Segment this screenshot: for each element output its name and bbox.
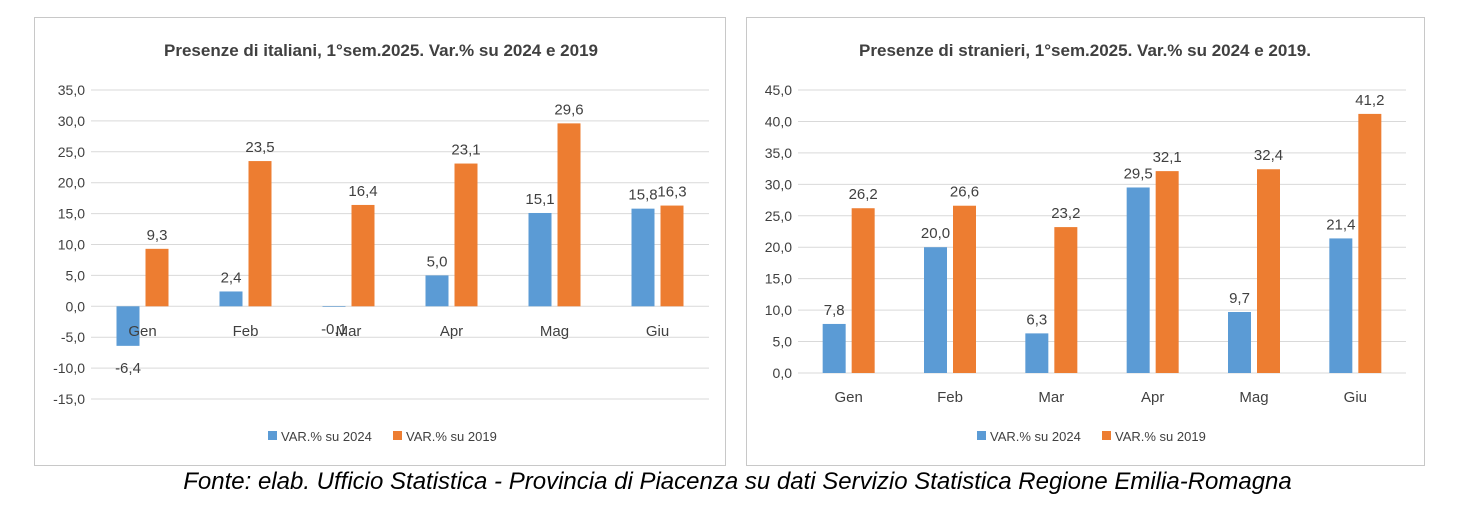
data-label: 20,0 (921, 225, 950, 242)
chart-title: Presenze di stranieri, 1°sem.2025. Var.%… (859, 41, 1311, 60)
bar-var-2024 (924, 247, 947, 373)
bar-var-2019 (351, 204, 375, 307)
x-tick-label: Giu (646, 323, 669, 340)
x-tick-label: Gen (128, 323, 156, 340)
bar-var-2019 (557, 123, 581, 307)
y-tick-label: -5,0 (61, 329, 85, 345)
data-label: 23,2 (1051, 205, 1080, 222)
data-label: 2,4 (221, 269, 242, 286)
bar-var-2024 (1228, 311, 1251, 373)
y-tick-label: 5,0 (773, 334, 793, 350)
y-tick-label: 25,0 (58, 144, 85, 160)
y-tick-label: 40,0 (765, 113, 792, 129)
x-tick-label: Apr (440, 323, 463, 340)
x-tick-label: Feb (233, 323, 259, 340)
y-tick-label: -10,0 (53, 360, 85, 376)
y-tick-label: 20,0 (765, 239, 792, 255)
chart-stranieri: Presenze di stranieri, 1°sem.2025. Var.%… (765, 41, 1406, 444)
bar-var-2024 (631, 208, 655, 307)
x-tick-label: Mar (336, 323, 362, 340)
bar-var-2024 (1025, 333, 1049, 373)
data-label: 6,3 (1026, 311, 1047, 328)
bar-var-2019 (248, 161, 272, 307)
legend-label: VAR.% su 2024 (990, 429, 1081, 444)
data-label: 9,3 (147, 227, 168, 244)
bar-var-2019 (851, 208, 875, 373)
legend-swatch (1102, 431, 1111, 440)
y-tick-label: -15,0 (53, 391, 85, 407)
bar-var-2024 (116, 306, 140, 346)
y-tick-label: 35,0 (58, 82, 85, 98)
bar-var-2019 (953, 205, 976, 373)
y-tick-label: 15,0 (58, 206, 85, 222)
bar-var-2019 (1358, 113, 1382, 374)
data-label: 41,2 (1355, 92, 1384, 109)
legend-swatch (268, 431, 277, 440)
x-tick-label: Feb (937, 389, 963, 406)
x-tick-label: Giu (1344, 389, 1367, 406)
y-tick-label: 10,0 (765, 302, 792, 318)
chart-italiani: Presenze di italiani, 1°sem.2025. Var.% … (53, 41, 709, 444)
y-tick-label: 25,0 (765, 208, 792, 224)
data-label: 16,3 (657, 184, 686, 201)
y-tick-label: 0,0 (66, 298, 86, 314)
y-tick-label: 0,0 (773, 365, 793, 381)
y-tick-label: 5,0 (66, 267, 86, 283)
data-label: 26,2 (849, 186, 878, 203)
legend-swatch (393, 431, 402, 440)
y-tick-label: 30,0 (765, 176, 792, 192)
data-label: 29,5 (1124, 165, 1153, 182)
y-tick-label: 30,0 (58, 113, 85, 129)
chart-title: Presenze di italiani, 1°sem.2025. Var.% … (164, 41, 598, 60)
data-label: 32,4 (1254, 147, 1283, 164)
bar-var-2019 (454, 163, 478, 307)
source-note: Fonte: elab. Ufficio Statistica - Provin… (183, 468, 1292, 495)
data-label: 15,8 (628, 187, 657, 204)
legend-label: VAR.% su 2019 (406, 429, 497, 444)
bar-var-2024 (425, 275, 449, 307)
data-label: 7,8 (824, 302, 845, 319)
chart-panel-stranieri: Presenze di stranieri, 1°sem.2025. Var.%… (746, 17, 1425, 466)
data-label: 23,1 (451, 142, 480, 159)
bar-var-2024 (322, 306, 346, 307)
data-label: 9,7 (1229, 290, 1250, 307)
x-tick-label: Mag (1239, 389, 1268, 406)
data-label: 5,0 (427, 253, 448, 270)
chart-panel-italiani: Presenze di italiani, 1°sem.2025. Var.% … (34, 17, 726, 466)
bar-var-2024 (528, 212, 552, 307)
data-label: 23,5 (245, 139, 274, 156)
bar-var-2019 (1054, 227, 1078, 373)
legend-label: VAR.% su 2024 (281, 429, 372, 444)
y-tick-label: 35,0 (765, 145, 792, 161)
bar-var-2019 (145, 248, 169, 307)
bar-var-2024 (822, 323, 846, 373)
legend-label: VAR.% su 2019 (1115, 429, 1206, 444)
data-label: -6,4 (115, 360, 141, 377)
data-label: 16,4 (348, 183, 377, 200)
y-tick-label: 10,0 (58, 237, 85, 253)
data-label: 26,6 (950, 184, 979, 201)
x-tick-label: Mar (1038, 389, 1064, 406)
bar-var-2024 (1126, 187, 1150, 373)
x-tick-label: Mag (540, 323, 569, 340)
y-tick-label: 45,0 (765, 82, 792, 98)
data-label: -0,1 (321, 321, 347, 338)
y-tick-label: 15,0 (765, 271, 792, 287)
x-tick-label: Gen (834, 389, 862, 406)
bar-var-2019 (660, 205, 684, 307)
bar-var-2024 (1329, 238, 1353, 373)
bar-var-2019 (1257, 169, 1280, 373)
bar-var-2019 (1155, 171, 1179, 373)
legend-swatch (977, 431, 986, 440)
y-tick-label: 20,0 (58, 175, 85, 191)
data-label: 29,6 (554, 101, 583, 118)
data-label: 21,4 (1326, 216, 1355, 233)
data-label: 15,1 (525, 191, 554, 208)
data-label: 32,1 (1153, 149, 1182, 166)
x-tick-label: Apr (1141, 389, 1164, 406)
bar-var-2024 (219, 291, 243, 307)
